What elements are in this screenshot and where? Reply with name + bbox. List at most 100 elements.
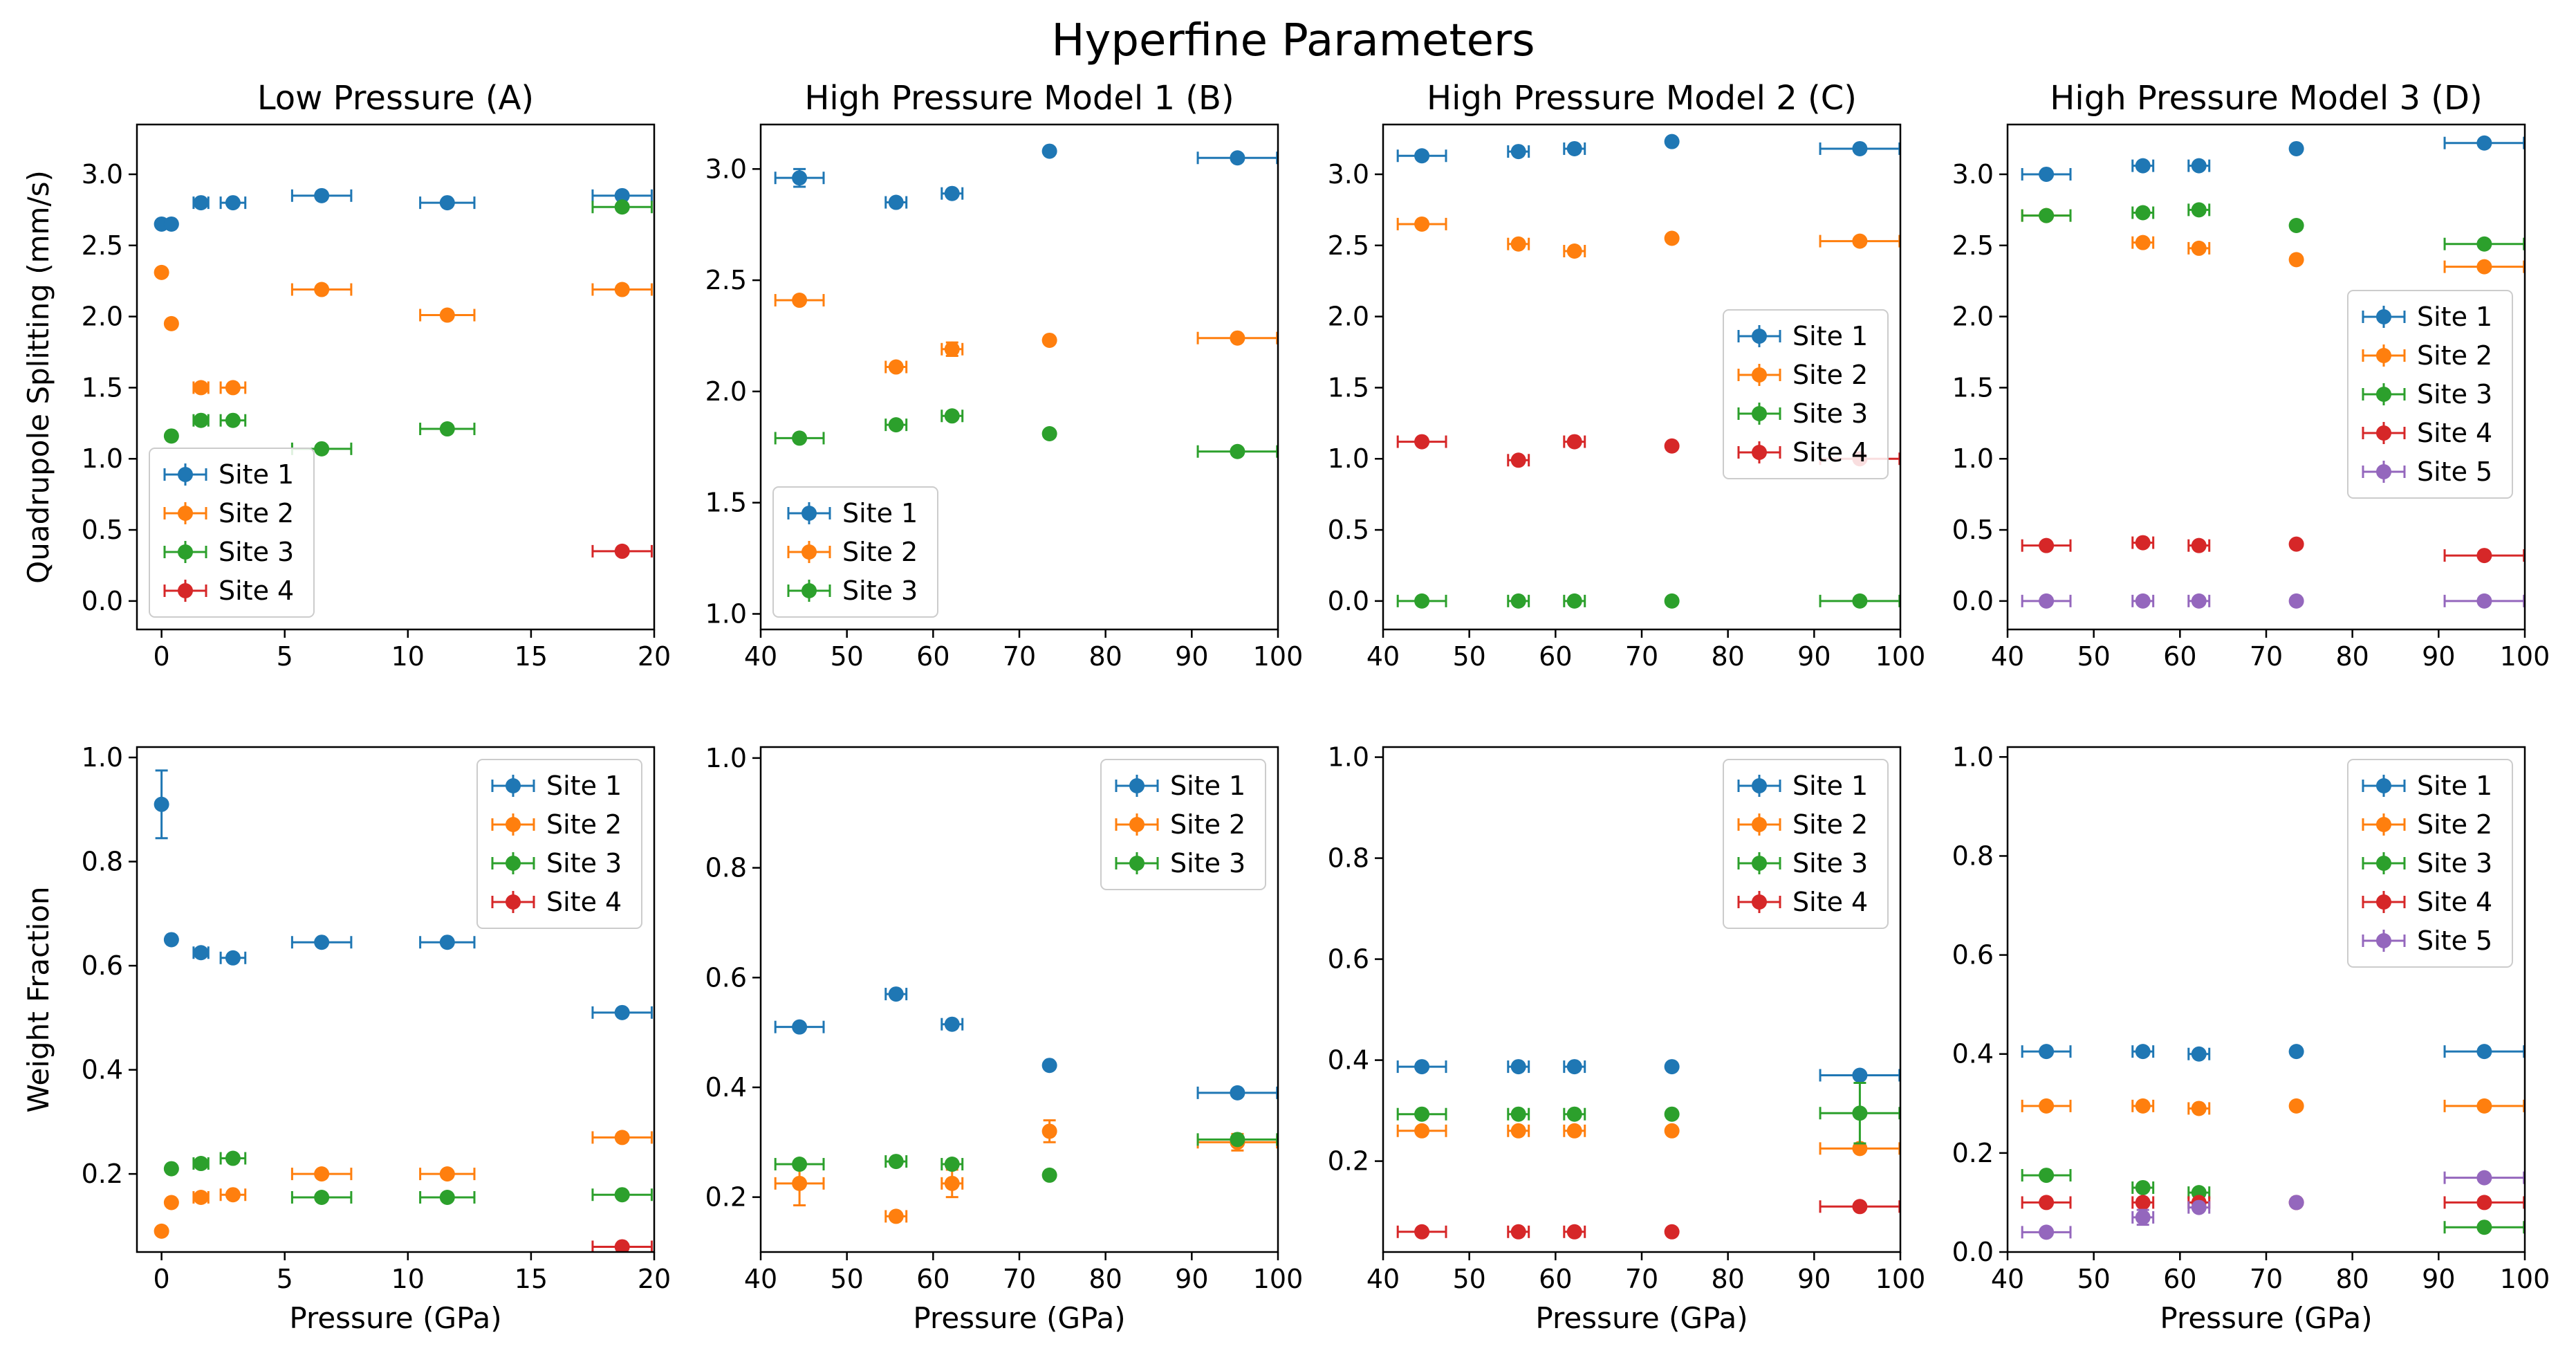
data-point [193, 195, 209, 211]
y-tick-label: 0.4 [1328, 1045, 1369, 1076]
series-site-1 [1396, 134, 1900, 164]
data-point [2476, 236, 2492, 252]
data-point [163, 216, 179, 232]
data-point [439, 421, 455, 437]
data-point [614, 1239, 630, 1252]
legend-label: Site 3 [546, 848, 622, 878]
data-point [2039, 537, 2055, 553]
legend-box [1723, 309, 1889, 479]
legend-marker [178, 506, 193, 521]
data-point [2135, 1179, 2151, 1195]
data-point [2476, 548, 2492, 564]
data-point [2191, 240, 2207, 256]
data-point [2476, 593, 2492, 609]
data-point [1230, 1085, 1245, 1101]
legend-marker [1752, 406, 1767, 421]
legend-label: Site 3 [842, 576, 918, 606]
data-layer [154, 769, 653, 1252]
x-tick-label: 15 [515, 641, 548, 672]
y-tick-label: 0.6 [1952, 940, 1994, 970]
legend-label: Site 1 [1792, 321, 1868, 351]
y-tick-label: 0.6 [1328, 944, 1369, 975]
data-point [1510, 593, 1526, 609]
data-point [1414, 434, 1430, 450]
legend-marker [2376, 778, 2391, 793]
y-tick-label: 2.5 [1952, 230, 1994, 261]
x-tick-label: 50 [2077, 641, 2110, 672]
data-point [2135, 593, 2151, 609]
y-tick-label: 0.6 [82, 950, 123, 981]
data-point [1041, 143, 1057, 159]
x-tick-label: 5 [277, 1264, 293, 1294]
series-site-3 [2021, 1168, 2525, 1235]
legend-label: Site 1 [1170, 771, 1245, 801]
axes-frame [2006, 746, 2526, 1253]
legend-marker [2376, 817, 2391, 832]
x-tick-label: 100 [1253, 641, 1304, 672]
legend-label: Site 4 [2417, 418, 2492, 448]
data-point [1852, 1067, 1868, 1083]
series-site-3 [774, 408, 1278, 459]
data-point [888, 1154, 904, 1170]
legend-label: Site 1 [1792, 771, 1868, 801]
y-axis-label: Quadrupole Splitting (mm/s) [21, 170, 55, 584]
y-tick-label: 1.0 [82, 443, 123, 474]
legend-label: Site 1 [219, 459, 294, 490]
data-point [1566, 1123, 1582, 1139]
series-site-3 [163, 199, 653, 457]
y-tick-label: 3.0 [1952, 159, 1994, 190]
data-layer [1396, 1059, 1900, 1240]
data-point [1230, 443, 1245, 459]
data-point [225, 195, 241, 211]
x-tick-label: 40 [744, 1264, 777, 1294]
data-point [2039, 166, 2055, 182]
data-point [154, 796, 169, 812]
data-point [1041, 1058, 1057, 1074]
data-point [2135, 1195, 2151, 1211]
x-tick-label: 60 [916, 641, 949, 672]
data-point [2476, 135, 2492, 151]
panel-title: High Pressure Model 3 (D) [2050, 79, 2482, 118]
legend-marker [506, 894, 521, 910]
data-point [2039, 593, 2055, 609]
data-point [1414, 216, 1430, 232]
data-point [792, 1157, 808, 1172]
data-point [163, 1195, 179, 1211]
series-site-4 [2021, 535, 2525, 564]
x-tick-label: 80 [1711, 1264, 1744, 1294]
data-point [1664, 1224, 1680, 1240]
y-tick-label: 0.4 [705, 1072, 747, 1103]
axes-frame [1382, 746, 1902, 1253]
data-point [193, 380, 209, 396]
axes-frame [759, 123, 1279, 631]
legend-marker [1752, 329, 1767, 344]
data-point [2039, 1224, 2055, 1240]
data-point [944, 185, 960, 201]
data-point [1566, 434, 1582, 450]
x-tick-label: 70 [2250, 641, 2283, 672]
data-point [1041, 1167, 1057, 1183]
data-point [439, 935, 455, 950]
y-tick-label: 0.5 [82, 515, 123, 545]
legend-box [772, 486, 938, 618]
data-point [2039, 1098, 2055, 1114]
data-point [193, 945, 209, 961]
data-point [314, 1166, 330, 1182]
x-tick-label: 90 [1175, 641, 1208, 672]
legend: Site 1 Site 2 Site 3 Site 4 [476, 759, 642, 929]
data-point [2039, 208, 2055, 223]
legend-marker [2376, 856, 2391, 871]
data-point [2191, 158, 2207, 174]
data-point [792, 430, 808, 446]
x-tick-label: 15 [515, 1264, 548, 1294]
series-site-3 [163, 1150, 653, 1205]
data-point [2191, 1199, 2207, 1215]
y-tick-label: 0.0 [82, 586, 123, 616]
legend-label: Site 4 [1792, 437, 1868, 468]
legend-label: Site 4 [219, 576, 294, 606]
x-tick-label: 80 [2335, 1264, 2369, 1294]
data-point [614, 1130, 630, 1145]
data-point [1664, 134, 1680, 149]
legend-marker [2376, 425, 2391, 441]
